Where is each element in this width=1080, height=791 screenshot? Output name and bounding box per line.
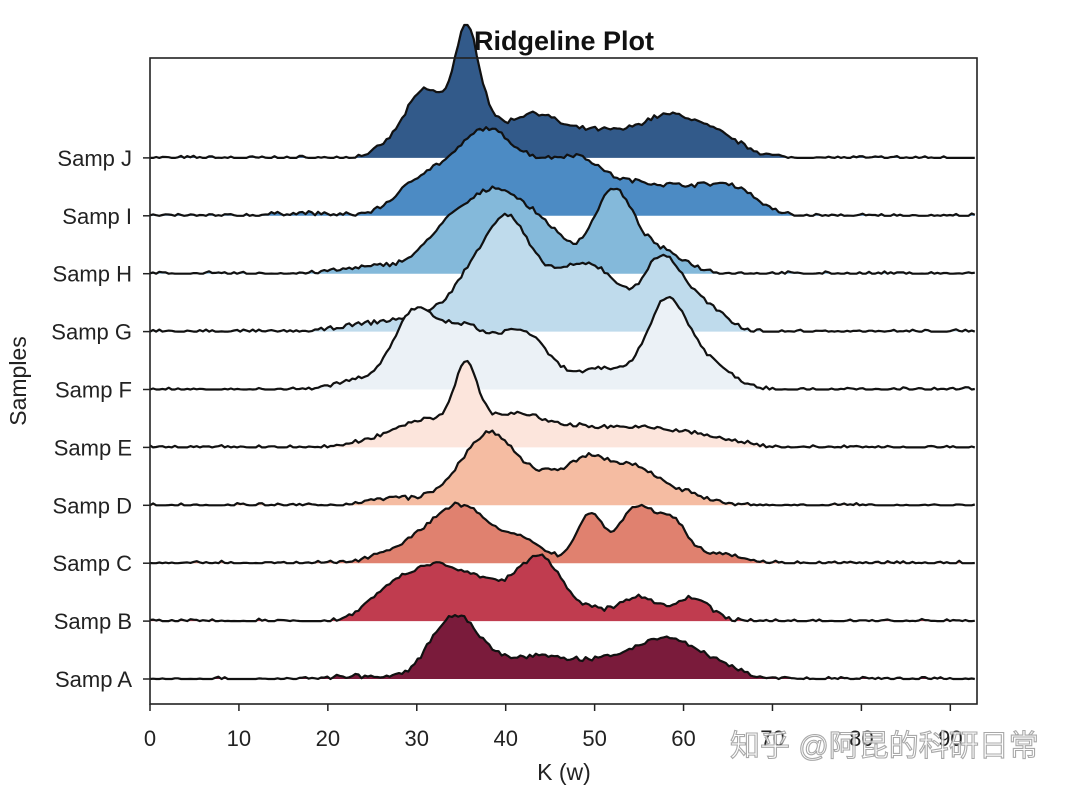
ridge-outline — [149, 359, 976, 449]
ridges-layer — [149, 23, 976, 681]
x-axis: 0 10 20 30 40 50 60 70 80 90 — [144, 704, 963, 751]
y-tick-label: Samp I — [62, 204, 132, 229]
ridge-outline — [149, 614, 975, 681]
x-tick-label: 50 — [582, 726, 606, 751]
ridge-samp-a — [149, 614, 975, 681]
y-tick-label: Samp J — [57, 146, 132, 171]
ridge-outline — [149, 429, 976, 507]
ridge-samp-i — [149, 126, 976, 217]
ridge-outline — [149, 553, 975, 623]
x-tick-label: 20 — [316, 726, 340, 751]
y-tick-label: Samp C — [53, 551, 133, 576]
ridge-samp-e — [149, 359, 976, 449]
ridge-samp-f — [149, 295, 975, 391]
y-tick-label: Samp G — [51, 320, 132, 345]
y-axis-label: Samples — [5, 336, 31, 425]
ridge-outline — [149, 185, 975, 275]
chart-title: Ridgeline Plot — [474, 26, 654, 56]
ridge-outline — [149, 501, 975, 565]
ridge-samp-c — [149, 501, 975, 565]
ridge-samp-d — [149, 429, 976, 507]
y-tick-label: Samp A — [55, 667, 132, 692]
y-tick-label: Samp E — [54, 435, 132, 460]
ridge-outline — [150, 23, 975, 159]
y-tick-label: Samp D — [53, 493, 132, 518]
y-axis: Samp J Samp I Samp H Samp G Samp F Samp E Samp… — [51, 146, 150, 692]
ridge-outline — [149, 295, 975, 391]
ridge-fill — [150, 213, 975, 332]
ridge-fill — [150, 430, 975, 506]
y-tick-label: Samp B — [54, 609, 132, 634]
ridge-samp-g — [149, 212, 976, 333]
x-tick-label: 60 — [671, 726, 695, 751]
x-tick-label: 90 — [938, 726, 962, 751]
ridge-samp-b — [149, 553, 975, 623]
x-tick-label: 30 — [405, 726, 429, 751]
x-tick-label: 10 — [227, 726, 251, 751]
y-tick-label: Samp H — [53, 262, 132, 287]
ridge-fill — [150, 127, 975, 216]
ridge-fill — [150, 25, 975, 158]
watermark-text: 知乎 @阿昆的科研日常 — [730, 730, 1039, 763]
ridge-samp-h — [149, 185, 975, 275]
plot-frame — [149, 57, 978, 705]
ridge-fill — [150, 615, 975, 679]
x-tick-label: 40 — [493, 726, 517, 751]
y-tick-label: Samp F — [55, 378, 132, 403]
x-tick-label: 0 — [144, 726, 156, 751]
x-axis-label: K (w) — [537, 759, 591, 785]
ridge-fill — [150, 297, 975, 390]
ridge-fill — [150, 186, 975, 274]
ridge-outline — [149, 126, 976, 217]
ridge-samp-j — [150, 23, 975, 159]
ridge-fill — [150, 554, 975, 622]
ridge-fill — [150, 361, 975, 448]
ridge-outline — [149, 212, 976, 333]
x-tick-label: 70 — [760, 726, 784, 751]
x-tick-label: 80 — [849, 726, 873, 751]
